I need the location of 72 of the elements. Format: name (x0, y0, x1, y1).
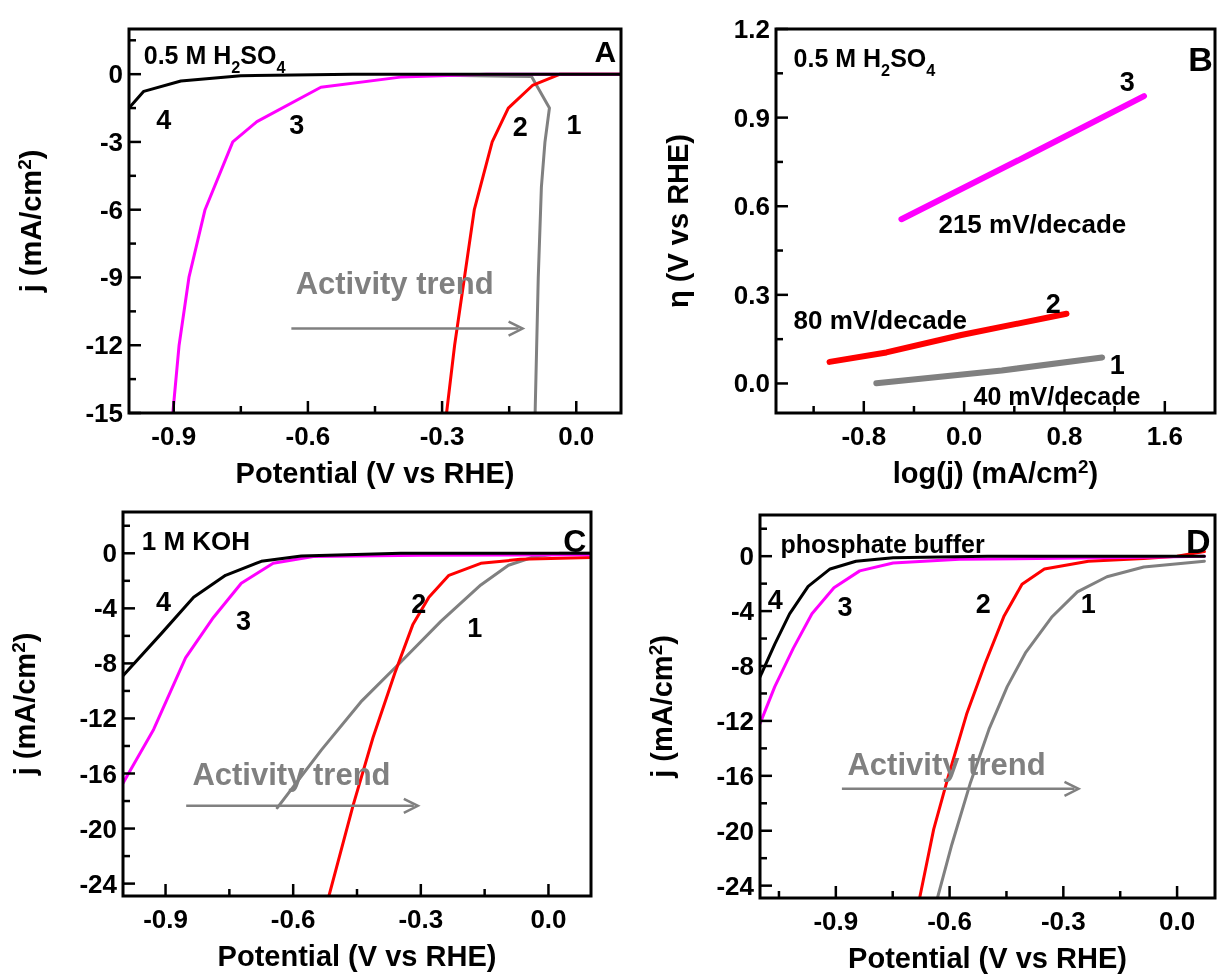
series-label: 4 (155, 586, 171, 617)
series-label: 4 (767, 585, 783, 616)
x-axis-title: Potential (V vs RHE) (217, 940, 497, 972)
y-tick-label: 0.9 (733, 102, 770, 133)
text: 0.5 M H$_{2}$SO (143, 40, 277, 76)
annotation: C (563, 523, 587, 560)
y-axis-title: η (V vs RHE) (662, 133, 694, 309)
y-tick-label: -12 (79, 703, 117, 734)
x-tick-label: 1.6 (1146, 421, 1183, 451)
annotation: D (1185, 522, 1211, 561)
x-tick-label: 0.0 (1159, 906, 1196, 936)
y-tick-label: -8 (93, 648, 117, 679)
x-axis-title: log(j) (mA/cm$^{2}$) (892, 455, 1099, 489)
x-tick-label: 0.8 (1046, 421, 1083, 451)
series-label: 3 (1119, 67, 1135, 98)
series-label: 4 (276, 57, 286, 76)
y-tick-label: 0.3 (733, 279, 770, 310)
y-tick-label: -20 (79, 813, 117, 844)
x-tick-label: -0.6 (270, 904, 316, 934)
x-tick-label: -0.8 (841, 421, 887, 451)
y-tick-label: -3 (99, 126, 123, 157)
annotation: 0.5 M H$_{2}$SO$_{4}$ (793, 44, 936, 80)
annotation: 40 mV/decade (973, 382, 1141, 411)
x-tick-label: -0.9 (143, 904, 188, 934)
y-tick-label: -12 (85, 330, 123, 361)
series-label: 2 (975, 589, 991, 620)
annotation: A (594, 34, 617, 68)
y-tick-label: -16 (79, 758, 117, 789)
text: 4 (156, 105, 172, 136)
annotation: B (1188, 40, 1213, 79)
series-label: 1 (1109, 349, 1125, 380)
y-tick-label: -9 (99, 262, 123, 293)
series-label: 3 (837, 592, 853, 623)
y-tick-label: 0.0 (733, 368, 770, 399)
annotation: phosphate buffer (780, 530, 985, 559)
y-tick-label: -12 (716, 705, 754, 736)
x-tick-label: 0.0 (558, 421, 595, 451)
y-tick-label: -16 (716, 760, 754, 791)
y-tick-label: -24 (716, 870, 755, 901)
series-label: 3 (235, 605, 251, 636)
x-axis-title: Potential (V vs RHE) (235, 457, 515, 489)
x-tick-label: -0.9 (151, 421, 197, 451)
annotation: 215 mV/decade (938, 208, 1127, 239)
y-tick-label: -20 (716, 815, 754, 846)
series-label: 3 (289, 109, 305, 140)
annotation: 80 mV/decade (793, 304, 967, 335)
series-label: 1 (467, 612, 483, 643)
x-tick-label: 0.0 (530, 904, 567, 934)
y-tick-label: 1.2 (733, 14, 770, 44)
x-tick-label: -0.3 (419, 421, 465, 451)
x-tick-label: -0.3 (398, 904, 444, 934)
series-label: 1 (566, 109, 582, 140)
x-tick-label: 0.0 (946, 421, 983, 451)
y-tick-label: -8 (730, 651, 754, 681)
y-tick-label: 0 (739, 541, 754, 572)
y-tick-label: -4 (93, 593, 118, 624)
x-tick-label: -0.3 (1040, 906, 1086, 936)
series-label: 2 (1045, 288, 1061, 319)
x-axis-title: Potential (V vs RHE) (848, 942, 1127, 974)
x-tick-label: -0.6 (927, 906, 972, 936)
y-tick-label: -15 (85, 398, 123, 428)
series-label: 2 (512, 111, 528, 142)
x-tick-label: -0.9 (813, 906, 859, 936)
annotation: 1 M KOH (141, 526, 251, 557)
y-tick-label: -4 (730, 596, 755, 627)
y-tick-label: 0 (102, 538, 117, 569)
y-tick-label: 0 (108, 59, 123, 90)
y-tick-label: 0.6 (733, 191, 770, 222)
y-tick-label: -24 (79, 868, 118, 899)
series-label: 1 (1080, 589, 1096, 620)
y-tick-label: -6 (99, 194, 123, 225)
x-tick-label: -0.6 (285, 421, 331, 451)
